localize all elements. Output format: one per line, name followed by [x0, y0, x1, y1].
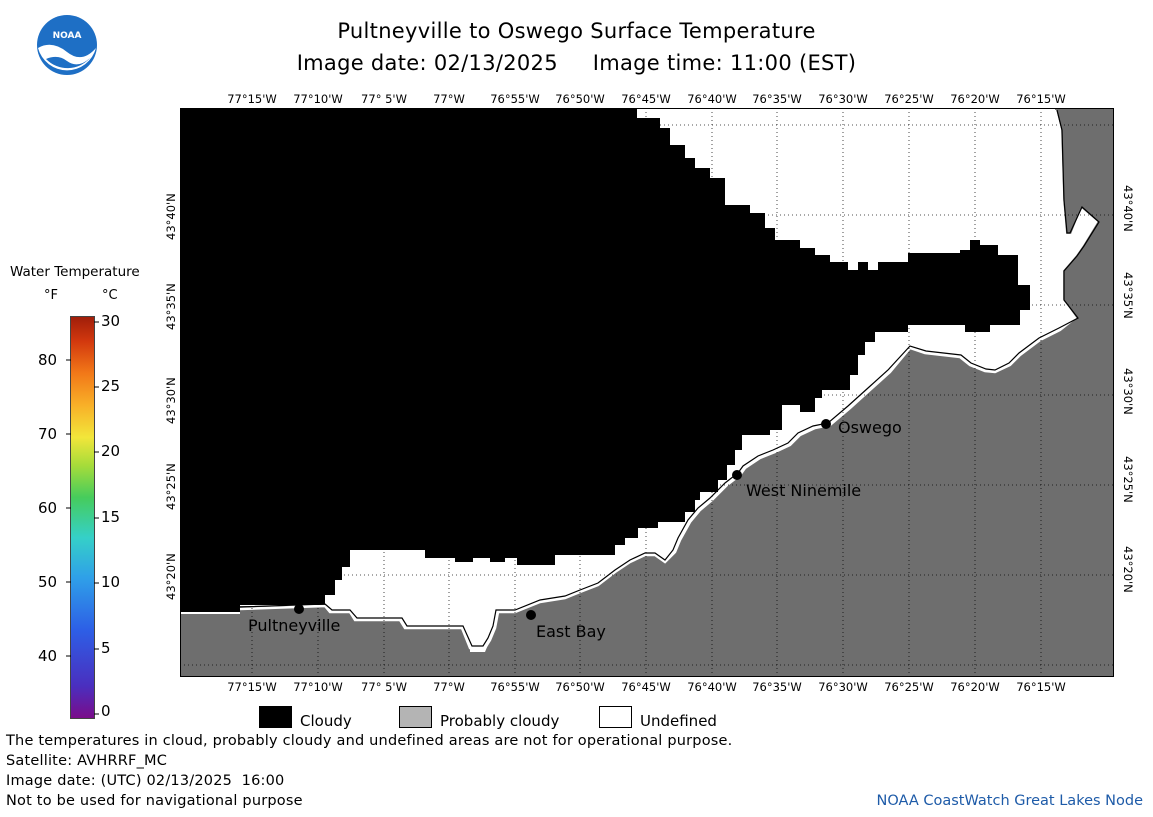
colorbar-unit-c: °C [102, 288, 118, 303]
lon-label: 77° 5'W [361, 92, 407, 106]
colorbar-title: Water Temperature [10, 264, 140, 280]
colorbar-c-tick: 25 [101, 377, 121, 395]
colorbar-f-tick: 60 [38, 499, 58, 517]
lon-label: 76°45'W [621, 680, 671, 694]
lon-label: 76°25'W [884, 92, 934, 106]
coastline-inner [239, 109, 1100, 647]
lon-label: 77°15'W [227, 680, 277, 694]
colorbar-f-tick: 80 [38, 351, 58, 369]
city-dot-pultneyville [294, 604, 304, 614]
city-label-east-bay: East Bay [536, 622, 606, 641]
lon-label: 77°W [433, 680, 465, 694]
lat-label: 43°30'N [1121, 368, 1135, 415]
colorbar-f-tick: 70 [38, 425, 58, 443]
cloudy-area [180, 108, 1030, 612]
city-dot-east-bay [526, 610, 536, 620]
footer-note: The temperatures in cloud, probably clou… [6, 733, 733, 749]
colorbar-c-tick: 30 [101, 312, 121, 330]
lat-label: 43°40'N [164, 193, 178, 240]
probably-cloudy-area [180, 108, 1114, 677]
coastline [239, 109, 1098, 650]
lon-label: 76°55'W [490, 680, 540, 694]
lon-label: 76°20'W [950, 92, 1000, 106]
lon-label: 76°40'W [687, 92, 737, 106]
colorbar-f-tick: 50 [38, 573, 58, 591]
grid-lines [180, 108, 1114, 677]
footer-image-date-utc: Image date: (UTC) 02/13/2025 16:00 [6, 773, 285, 789]
logo-text: NOAA [53, 31, 82, 41]
city-dot-west-ninemile [732, 470, 742, 480]
lon-label: 76°35'W [752, 92, 802, 106]
lon-label: 77° 5'W [361, 680, 407, 694]
lon-label: 76°15'W [1016, 92, 1066, 106]
lat-label: 43°20'N [164, 553, 178, 600]
lon-label: 76°35'W [752, 680, 802, 694]
lon-label: 76°15'W [1016, 680, 1066, 694]
colorbar-c-tick: 10 [101, 573, 121, 591]
lon-label: 76°40'W [687, 680, 737, 694]
city-label-pultneyville: Pultneyville [248, 616, 341, 635]
lat-label: 43°30'N [164, 377, 178, 424]
legend-swatch-probably-cloudy [399, 706, 432, 728]
legend-label-probably-cloudy: Probably cloudy [440, 712, 560, 730]
lon-label: 76°55'W [490, 92, 540, 106]
lat-label: 43°25'N [164, 463, 178, 510]
legend-swatch-cloudy [259, 706, 292, 728]
footer-credit: NOAA CoastWatch Great Lakes Node [876, 793, 1143, 809]
lon-label: 76°50'W [555, 680, 605, 694]
lon-label: 77°10'W [293, 92, 343, 106]
colorbar-c-tick: 20 [101, 442, 121, 460]
map-svg [180, 108, 1114, 677]
legend-swatch-undefined [599, 706, 632, 728]
lat-label: 43°40'N [1121, 185, 1135, 232]
footer-navigation: Not to be used for navigational purpose [6, 793, 303, 809]
colorbar-c-tick: 0 [101, 702, 111, 720]
lon-label: 76°45'W [621, 92, 671, 106]
footer-satellite: Satellite: AVHRRF_MC [6, 753, 168, 769]
city-label-west-ninemile: West Ninemile [746, 481, 862, 500]
legend-label-cloudy: Cloudy [300, 712, 352, 730]
lon-label: 77°W [433, 92, 465, 106]
lat-label: 43°35'N [164, 283, 178, 330]
lat-label: 43°25'N [1121, 456, 1135, 503]
lon-label: 77°15'W [227, 92, 277, 106]
colorbar-ticks [66, 321, 99, 715]
lon-label: 76°20'W [950, 680, 1000, 694]
colorbar-c-tick: 15 [101, 508, 121, 526]
lon-label: 76°50'W [555, 92, 605, 106]
colorbar-c-tick: 5 [101, 639, 111, 657]
lon-label: 76°30'W [818, 680, 868, 694]
image-date-line: Image date: 02/13/2025 Image time: 11:00… [296, 51, 857, 75]
lat-label: 43°20'N [1121, 546, 1135, 593]
page-title: Pultneyville to Oswego Surface Temperatu… [337, 19, 816, 43]
lon-label: 77°10'W [293, 680, 343, 694]
lat-label: 43°35'N [1121, 272, 1135, 319]
city-dot-oswego [821, 419, 831, 429]
lon-label: 76°25'W [884, 680, 934, 694]
lon-label: 76°30'W [818, 92, 868, 106]
colorbar-f-tick: 40 [38, 647, 58, 665]
map-panel: Pultneyville East Bay West Ninemile Oswe… [180, 108, 1114, 677]
city-label-oswego: Oswego [838, 418, 902, 437]
legend-label-undefined: Undefined [640, 712, 717, 730]
colorbar-unit-f: °F [44, 288, 58, 303]
noaa-logo: NOAA [36, 14, 98, 76]
